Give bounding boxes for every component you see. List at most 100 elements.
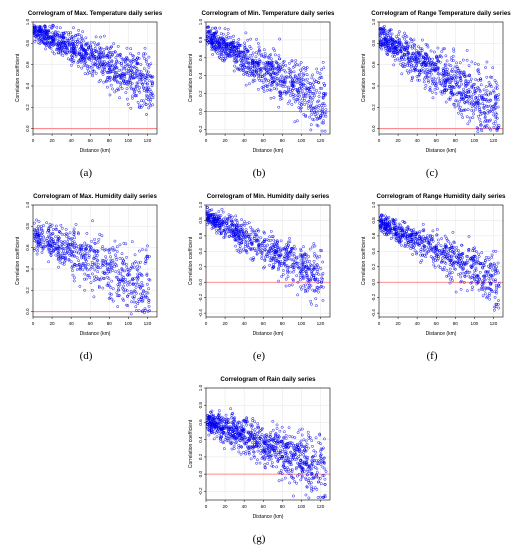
data-point — [268, 256, 272, 259]
data-point — [275, 249, 279, 253]
data-point — [443, 266, 446, 269]
data-point — [93, 55, 97, 58]
data-point — [494, 278, 498, 282]
data-point — [429, 72, 433, 76]
data-point — [66, 243, 70, 246]
data-point — [40, 251, 44, 254]
y-tick-label: 0.8 — [198, 217, 203, 224]
data-point — [274, 261, 277, 264]
data-point — [41, 246, 45, 250]
data-point — [449, 90, 453, 94]
data-point — [396, 57, 400, 61]
data-point — [51, 232, 55, 235]
data-point — [207, 216, 211, 220]
data-point — [104, 80, 108, 84]
data-point — [105, 47, 109, 51]
data-point — [388, 28, 392, 32]
data-point — [55, 32, 59, 36]
data-point — [259, 75, 263, 79]
data-point — [496, 98, 500, 102]
data-point — [467, 95, 471, 98]
x-axis-label: Distance (km) — [253, 148, 284, 154]
data-point — [422, 249, 426, 253]
data-point — [131, 58, 135, 62]
data-point — [306, 104, 310, 107]
data-point — [123, 65, 127, 68]
data-point — [67, 237, 70, 241]
data-point — [310, 113, 314, 116]
data-point — [312, 242, 316, 246]
data-point — [213, 215, 217, 219]
data-point — [380, 213, 384, 217]
data-point — [270, 248, 274, 252]
data-point — [218, 26, 222, 30]
data-point — [145, 272, 149, 276]
data-point — [272, 86, 276, 90]
data-point — [133, 253, 137, 257]
data-point — [269, 72, 273, 76]
data-point — [71, 243, 74, 247]
data-point — [449, 242, 452, 246]
data-point — [226, 54, 230, 58]
data-point — [264, 255, 267, 259]
data-point — [80, 66, 84, 70]
data-point — [221, 222, 225, 226]
data-point — [310, 102, 314, 105]
data-point — [114, 270, 118, 274]
x-tick-label: 100 — [298, 321, 306, 326]
data-point — [102, 51, 105, 54]
data-point — [447, 97, 451, 101]
data-point — [487, 126, 491, 130]
data-point — [404, 244, 407, 247]
data-point — [405, 42, 409, 46]
data-point — [139, 296, 143, 300]
data-point — [301, 263, 305, 266]
data-point — [316, 270, 320, 273]
data-point — [291, 265, 294, 269]
data-point — [275, 81, 279, 85]
data-point — [72, 227, 76, 231]
data-point — [115, 291, 119, 295]
data-point — [69, 48, 73, 51]
data-point — [456, 102, 460, 106]
data-point — [260, 257, 263, 260]
y-tick-label: 0.2 — [371, 104, 376, 111]
data-point — [446, 274, 450, 278]
data-point — [128, 77, 131, 81]
data-point — [289, 265, 293, 269]
data-point — [444, 249, 448, 253]
data-point — [490, 85, 493, 88]
data-point — [307, 87, 311, 91]
data-point — [300, 254, 304, 258]
data-point — [293, 120, 297, 124]
data-point — [99, 78, 102, 82]
data-point — [103, 60, 106, 63]
data-point — [412, 38, 416, 42]
data-point — [382, 32, 386, 35]
data-point — [268, 250, 271, 253]
data-point — [465, 83, 468, 87]
data-point — [88, 267, 92, 271]
data-point — [467, 74, 470, 78]
data-point — [483, 115, 487, 119]
data-point — [443, 47, 446, 51]
data-points — [378, 24, 501, 133]
y-tick-label: 0.2 — [198, 90, 203, 97]
data-point — [51, 24, 55, 27]
data-point — [470, 280, 474, 284]
data-point — [136, 272, 140, 276]
data-point — [47, 249, 51, 253]
data-point — [61, 54, 65, 57]
data-point — [290, 283, 294, 287]
data-point — [146, 82, 149, 86]
data-point — [64, 45, 68, 49]
data-point — [63, 240, 67, 243]
data-point — [472, 276, 476, 280]
data-point — [316, 116, 320, 120]
data-point — [261, 87, 265, 90]
data-point — [129, 47, 133, 51]
data-point — [71, 240, 74, 244]
data-point — [400, 51, 404, 55]
data-point — [254, 55, 258, 59]
data-point — [108, 251, 111, 255]
